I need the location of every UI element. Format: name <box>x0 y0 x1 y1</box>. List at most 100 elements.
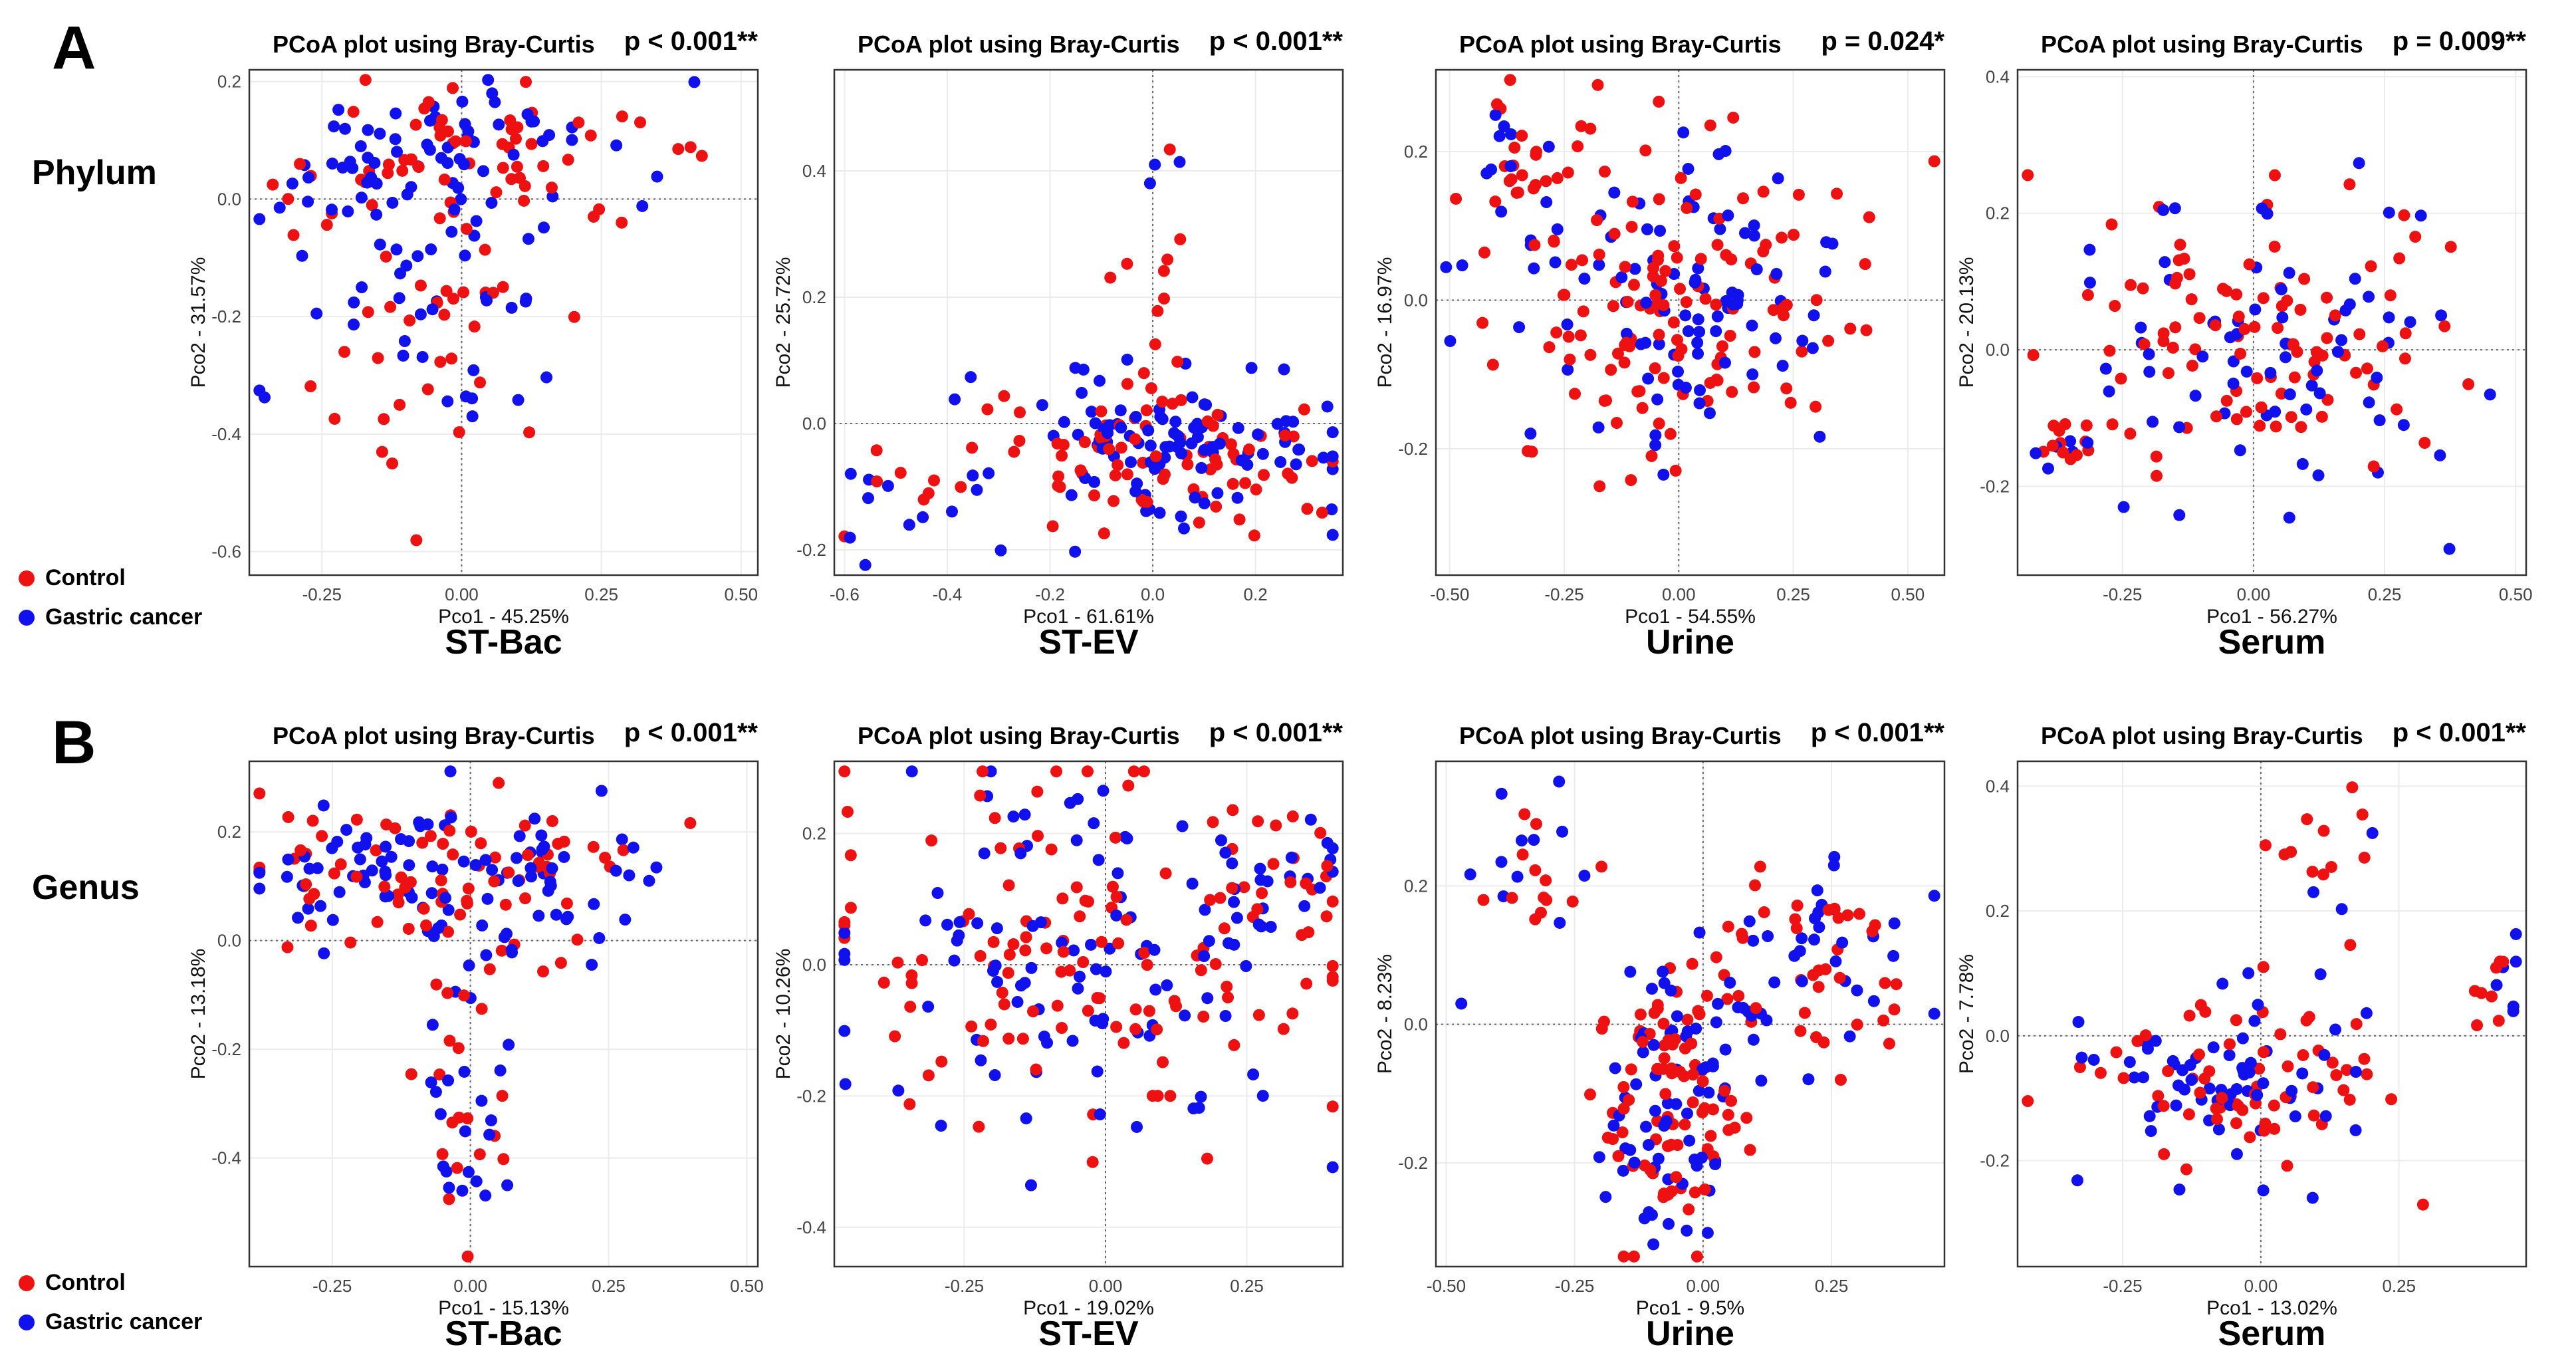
point-gastric-cancer <box>931 887 944 900</box>
point-control <box>1007 938 1020 951</box>
point-gastric-cancer <box>457 855 470 868</box>
point-control <box>1863 211 1875 223</box>
point-control <box>1619 261 1631 273</box>
point-gastric-cancer <box>314 900 327 912</box>
point-control <box>1595 860 1608 873</box>
chart-title: PCoA plot using Bray-Curtis <box>273 31 595 58</box>
point-control <box>1576 254 1589 267</box>
legend-label-gastric-cancer: Gastric cancer <box>45 604 203 630</box>
point-gastric-cancer <box>519 295 532 308</box>
point-gastric-cancer <box>470 1175 483 1187</box>
point-gastric-cancer <box>434 1108 447 1120</box>
point-gastric-cancer <box>1692 262 1704 275</box>
point-control <box>1300 977 1313 990</box>
point-control <box>2295 421 2307 434</box>
point-control <box>1121 257 1133 270</box>
point-control <box>1597 1015 1610 1028</box>
x-tick-label: -0.25 <box>2103 1276 2142 1296</box>
point-gastric-cancer <box>1090 963 1102 975</box>
point-gastric-cancer <box>1195 461 1208 474</box>
point-control <box>1121 378 1133 390</box>
sample-label: ST-EV <box>1038 623 1139 655</box>
point-control <box>366 199 378 211</box>
point-gastric-cancer <box>500 928 513 940</box>
point-gastric-cancer <box>326 914 339 926</box>
point-control <box>1653 193 1665 205</box>
point-control <box>405 1068 417 1080</box>
point-gastric-cancer <box>1172 430 1185 442</box>
point-gastric-cancer <box>1809 912 1821 925</box>
point-gastric-cancer <box>1230 912 1243 924</box>
point-gastric-cancer <box>1104 942 1116 955</box>
point-gastric-cancer <box>1065 489 1078 501</box>
point-control <box>1168 995 1181 1007</box>
point-control <box>457 989 470 1002</box>
point-gastric-cancer <box>2257 1184 2270 1197</box>
point-gastric-cancer <box>505 943 518 956</box>
point-gastric-cancer <box>1712 148 1725 160</box>
point-gastric-cancer <box>1321 400 1334 413</box>
point-control <box>1138 946 1151 959</box>
point-gastric-cancer <box>346 162 359 174</box>
point-control <box>2193 312 2206 324</box>
point-gastric-cancer <box>971 917 984 930</box>
point-gastric-cancer <box>459 1125 471 1138</box>
point-control <box>384 301 397 313</box>
point-gastric-cancer <box>1495 205 1508 218</box>
point-gastric-cancer <box>2353 157 2365 170</box>
point-control <box>460 223 473 235</box>
point-control <box>2224 1038 2236 1051</box>
point-control <box>1056 892 1069 905</box>
point-gastric-cancer <box>2240 365 2253 378</box>
point-gastric-cancer <box>442 904 455 916</box>
point-control <box>2343 178 2356 191</box>
legend-swatch-control <box>19 570 35 586</box>
point-gastric-cancer <box>1018 809 1031 821</box>
point-gastric-cancer <box>1256 1090 1269 1102</box>
point-control <box>1530 146 1542 158</box>
point-gastric-cancer <box>917 511 929 523</box>
point-control <box>1277 1023 1290 1035</box>
point-control <box>2307 1081 2319 1094</box>
point-gastric-cancer <box>1173 156 1186 168</box>
point-control <box>1754 860 1766 873</box>
point-control <box>1157 1056 1169 1068</box>
point-control <box>1822 334 1835 347</box>
point-control <box>1710 951 1722 963</box>
x-axis-label: Pco1 - 19.02% <box>1023 1297 1154 1319</box>
point-gastric-cancer <box>2371 371 2383 384</box>
point-gastric-cancer <box>476 919 489 932</box>
point-gastric-cancer <box>1649 439 1662 451</box>
point-control <box>1225 438 1237 451</box>
point-gastric-cancer <box>1639 336 1652 349</box>
point-gastric-cancer <box>2083 277 2096 289</box>
point-gastric-cancer <box>2366 826 2379 839</box>
point-gastric-cancer <box>881 479 894 492</box>
legend-label-control: Control <box>45 1270 126 1295</box>
point-control <box>1320 910 1333 923</box>
point-control <box>1584 348 1597 361</box>
point-control <box>433 212 446 225</box>
point-control <box>434 356 447 368</box>
point-gastric-cancer <box>1100 965 1112 978</box>
point-control <box>1239 477 1252 489</box>
point-gastric-cancer <box>1888 917 1901 930</box>
point-gastric-cancer <box>1731 294 1744 307</box>
y-tick-label: 0.0 <box>1986 1026 2010 1046</box>
point-control <box>281 941 294 953</box>
point-control <box>889 1030 901 1043</box>
point-gastric-cancer <box>535 829 548 842</box>
x-tick-label: 0.00 <box>2244 1276 2278 1296</box>
point-gastric-cancer <box>455 193 467 205</box>
point-gastric-cancer <box>1743 915 1756 928</box>
point-gastric-cancer <box>903 519 915 531</box>
point-gastric-cancer <box>1498 120 1510 133</box>
point-control <box>1687 1096 1699 1108</box>
point-control <box>1070 881 1083 894</box>
point-gastric-cancer <box>459 249 471 262</box>
point-control <box>2230 288 2243 301</box>
point-control <box>1612 1150 1625 1162</box>
point-control <box>1222 991 1234 1004</box>
point-control <box>1841 909 1854 922</box>
point-gastric-cancer <box>2373 414 2386 427</box>
